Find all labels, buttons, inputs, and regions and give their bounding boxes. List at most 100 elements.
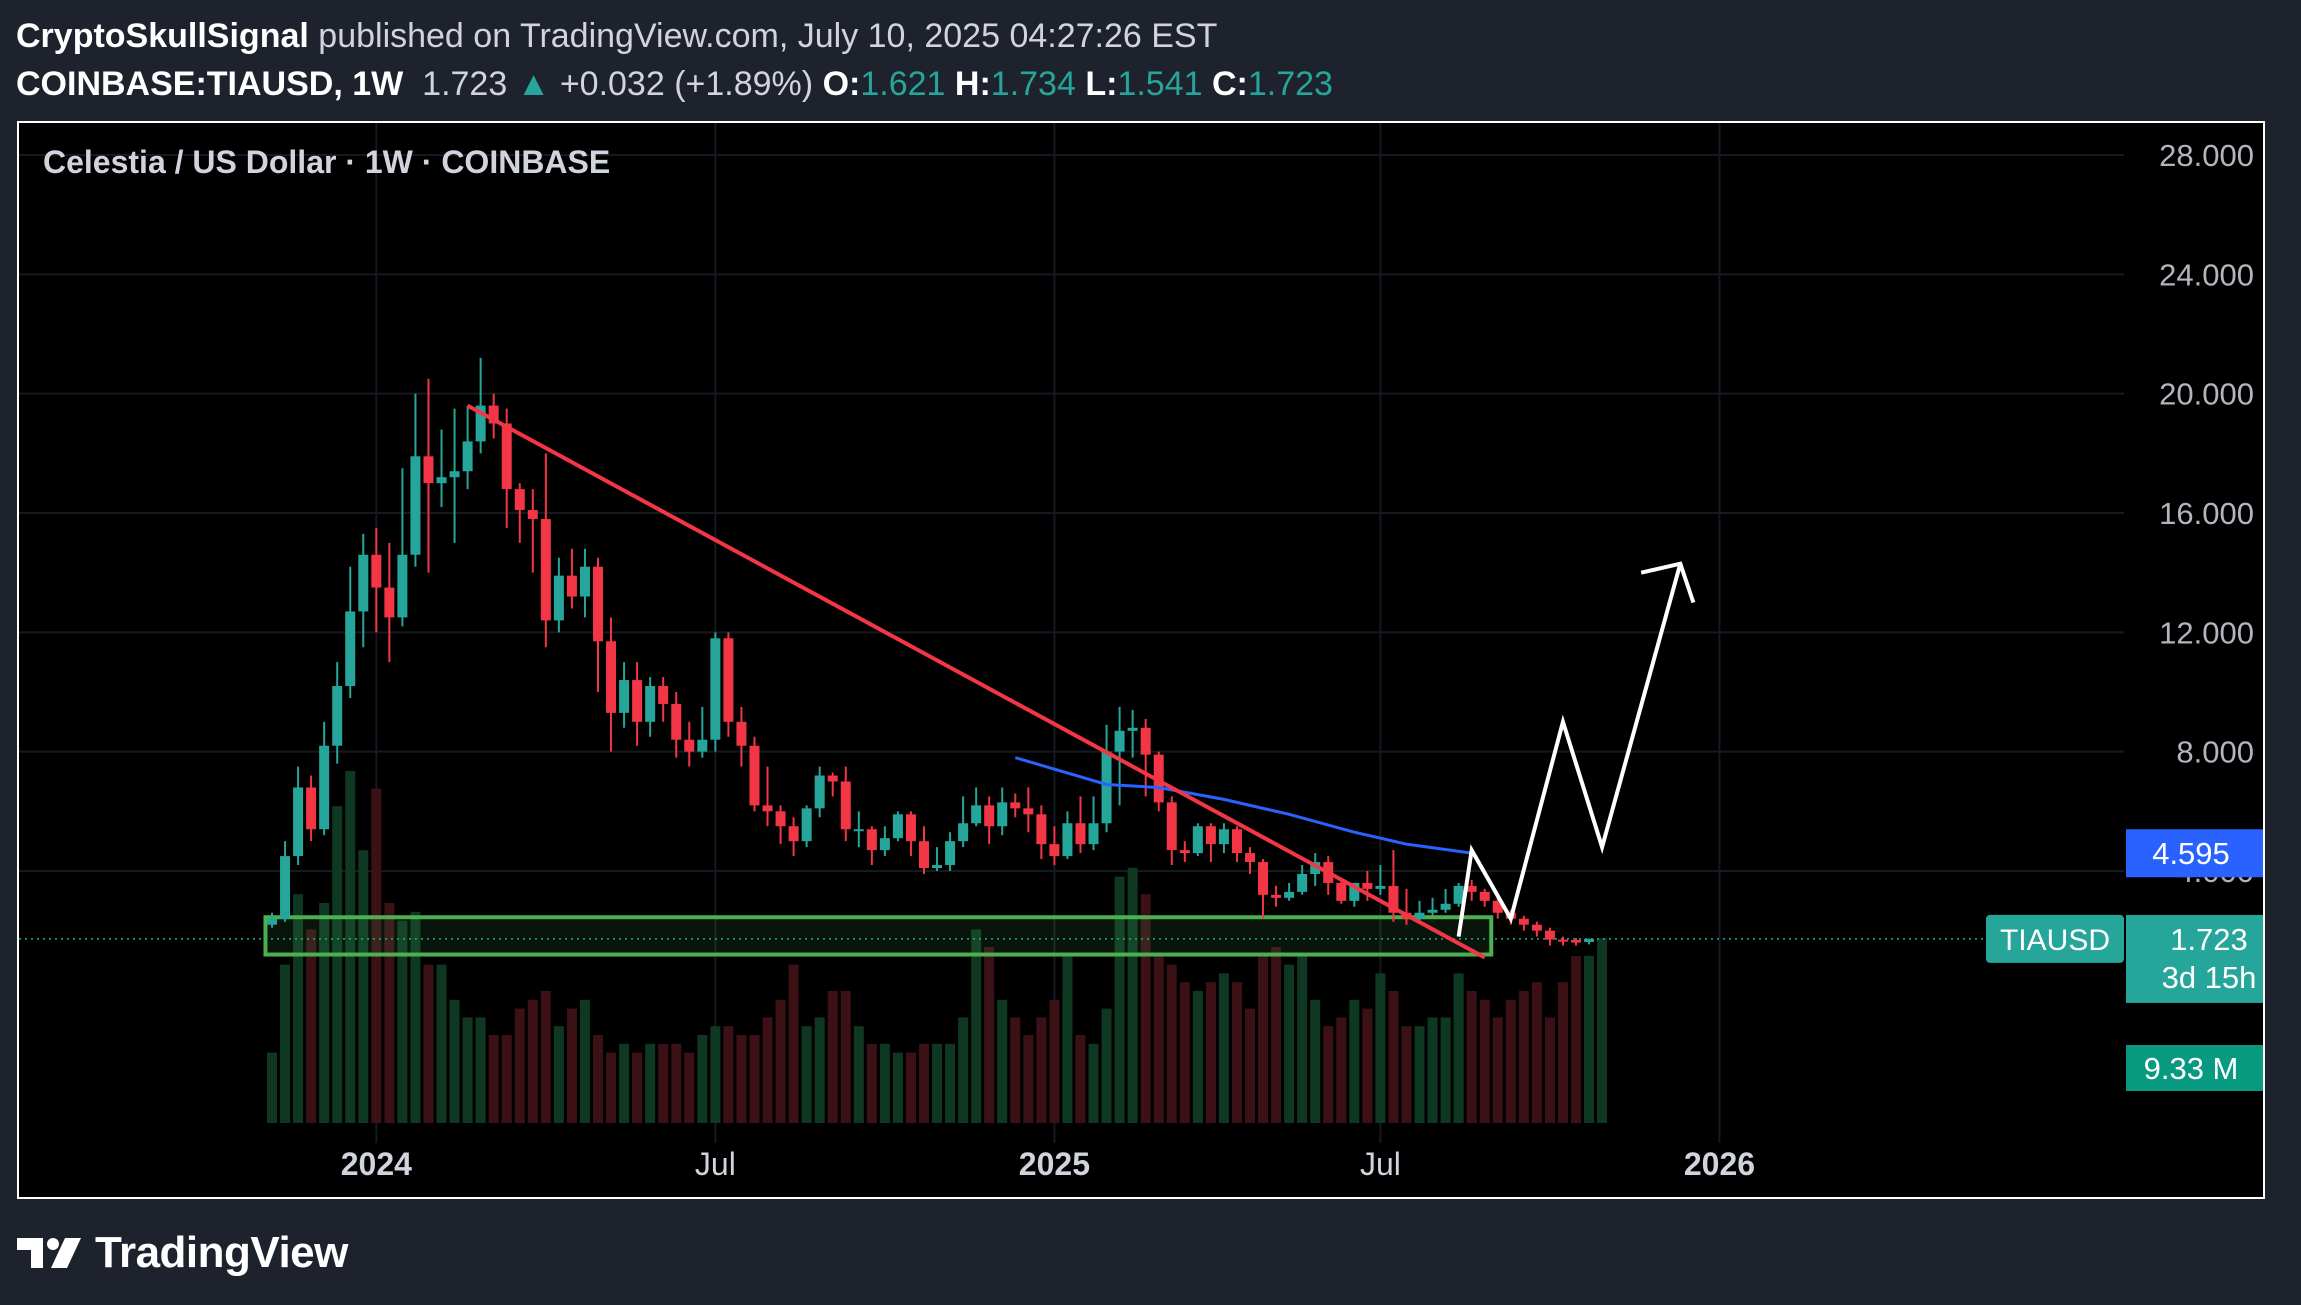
candle-body (879, 838, 890, 851)
volume-bar (1010, 1017, 1021, 1123)
candle-body (1036, 814, 1047, 845)
volume-bar (945, 1043, 956, 1123)
bar-countdown-label: 3d 15h (2162, 960, 2257, 995)
candle-body (1049, 844, 1060, 857)
volume-bar (593, 1035, 603, 1123)
volume-bar (1205, 982, 1216, 1123)
support-zone-box[interactable] (263, 915, 1494, 957)
volume-bar (1597, 938, 1608, 1123)
candle-body (788, 826, 799, 842)
candle-body (1297, 873, 1308, 892)
volume-bar (879, 1043, 890, 1123)
volume-bar (905, 1052, 916, 1123)
candle-body (1362, 882, 1373, 889)
volume-bar (1453, 973, 1464, 1123)
candle-body (853, 829, 864, 832)
volume-bar (1571, 955, 1581, 1123)
volume-bar (514, 1008, 525, 1123)
x-tick-label: Jul (1360, 1146, 1401, 1182)
candle-body (1440, 903, 1451, 910)
y-tick-label: 16.000 (2159, 496, 2254, 531)
volume-bar (814, 1017, 825, 1123)
projection-path[interactable] (1456, 563, 1683, 937)
candle-body (280, 856, 291, 919)
candle-body (814, 775, 825, 809)
close-label: C: (1211, 65, 1248, 103)
candle-body (1271, 894, 1282, 898)
volume-bar (1153, 955, 1164, 1123)
candle-body (723, 638, 734, 722)
volume-bar (1531, 982, 1542, 1123)
candle-body (1544, 930, 1555, 940)
x-tick-label: 2026 (1684, 1146, 1755, 1182)
candle-body (1571, 939, 1581, 943)
volume-bar (1557, 982, 1568, 1123)
candle-body (775, 811, 786, 827)
candle-body (593, 566, 603, 642)
high-value: 1.734 (990, 65, 1076, 103)
x-tick-label: Jul (695, 1146, 736, 1182)
candle-body (1010, 802, 1021, 809)
volume-bar (280, 964, 291, 1123)
volume-bar (1466, 991, 1477, 1123)
candle-body (905, 814, 916, 842)
candle-body (267, 918, 277, 925)
volume-bar (1584, 955, 1595, 1123)
volume-bar (397, 920, 408, 1123)
high-label: H: (954, 65, 991, 103)
candle-body (1114, 730, 1125, 752)
volume-bar (436, 964, 447, 1123)
candle-body (319, 745, 330, 830)
volume-bar (423, 964, 434, 1123)
volume-bar (892, 1052, 903, 1123)
volume-bar (840, 991, 851, 1123)
candle-body (1192, 826, 1203, 854)
volume-bar (1192, 991, 1203, 1123)
tradingview-brand[interactable]: TradingView (95, 1228, 348, 1277)
candle-body (514, 489, 525, 511)
candle-body (892, 814, 903, 839)
volume-bar (932, 1043, 943, 1123)
candle-body (645, 686, 656, 722)
candle-body (997, 802, 1008, 827)
candle-body (801, 808, 812, 842)
chart-frame[interactable]: Celestia / US Dollar · 1W · COINBASE 28.0… (17, 121, 2265, 1199)
publisher-name[interactable]: CryptoSkullSignal (16, 17, 309, 55)
volume-bar (566, 1008, 577, 1123)
candle-body (827, 775, 838, 782)
candle-body (1101, 751, 1112, 824)
candle-body (1557, 939, 1568, 942)
candle-body (1349, 882, 1360, 901)
candle-body (866, 829, 877, 851)
volume-bar (1349, 999, 1360, 1123)
candle-body (1492, 900, 1503, 913)
volume-bar (997, 999, 1008, 1123)
volume-bar (1401, 1026, 1412, 1123)
volume-bar (1036, 1017, 1047, 1123)
open-value: 1.621 (860, 65, 946, 103)
candle-body (1479, 891, 1490, 901)
candle-body (540, 518, 551, 621)
volume-bar (488, 1035, 499, 1123)
volume-bar (501, 1035, 512, 1123)
volume-bar (1310, 999, 1321, 1123)
descending-trendline[interactable] (466, 403, 1486, 960)
volume-bar (606, 1052, 617, 1123)
candle-body (1284, 891, 1295, 898)
candle-body (932, 865, 943, 869)
chart-title: Celestia / US Dollar · 1W · COINBASE (43, 144, 610, 180)
candle-body (293, 787, 304, 857)
volume-bar (1023, 1035, 1034, 1123)
candle-body (475, 405, 486, 442)
price-chart[interactable]: Celestia / US Dollar · 1W · COINBASE 28.0… (19, 123, 2263, 1197)
volume-bar (1492, 1017, 1503, 1123)
volume-bar (1336, 1017, 1347, 1123)
candle-body (1310, 862, 1321, 874)
candle-body (410, 456, 421, 555)
volume-bar (827, 991, 838, 1123)
candle-body (1245, 853, 1255, 863)
candle-body (840, 781, 851, 830)
candle-body (449, 471, 460, 478)
candle-body (462, 441, 473, 472)
volume-bar (984, 947, 995, 1123)
